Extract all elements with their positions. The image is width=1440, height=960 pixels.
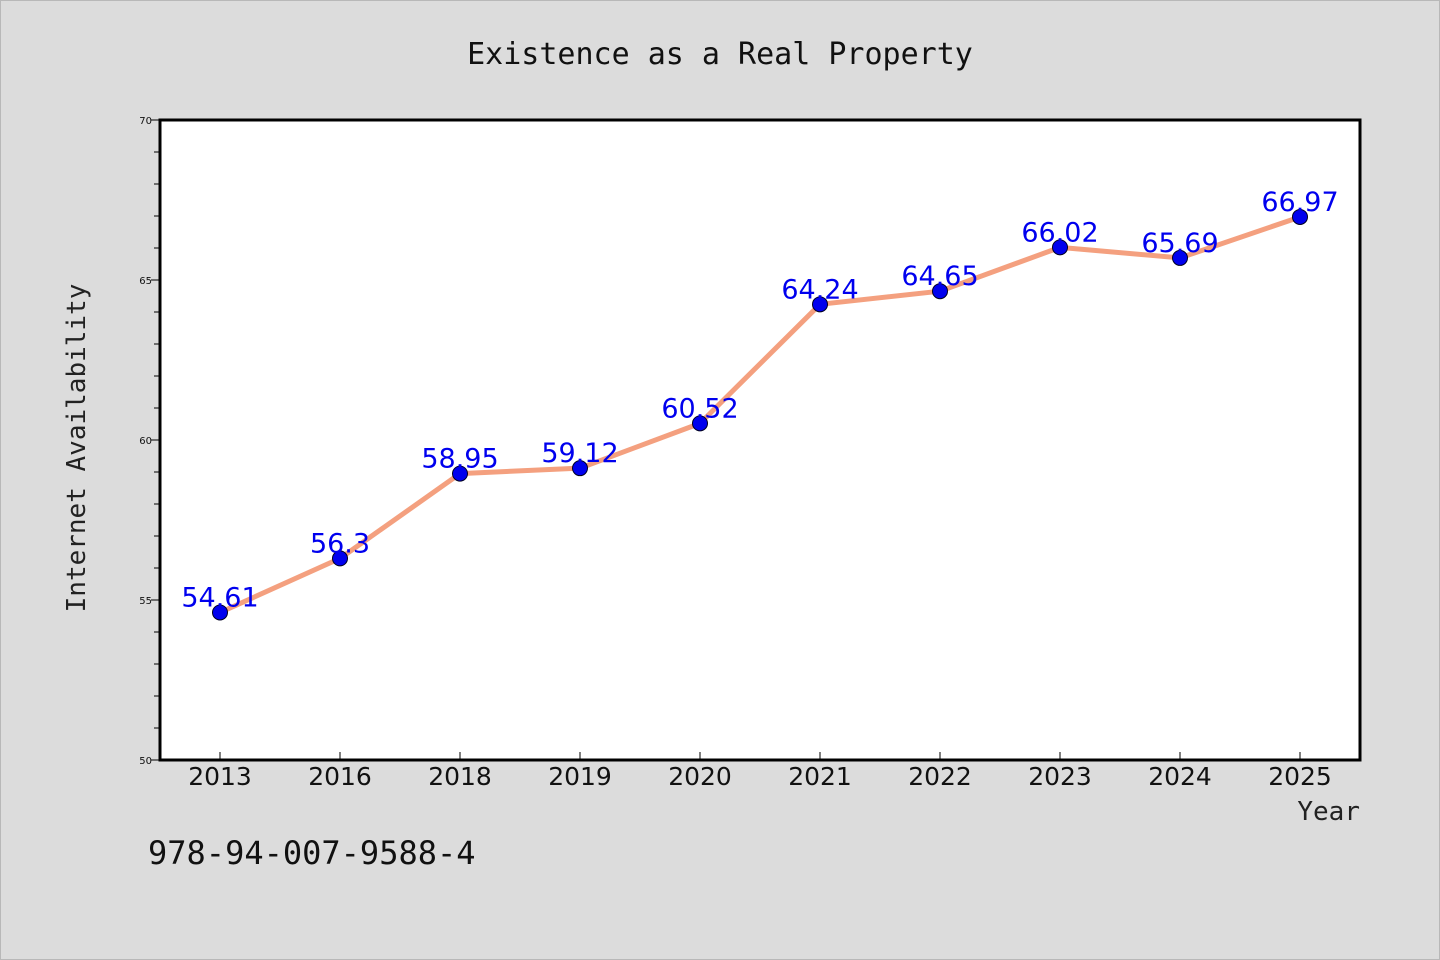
data-label: 59.12 xyxy=(541,438,618,469)
x-tick-label: 2020 xyxy=(668,762,732,791)
data-point xyxy=(692,415,708,432)
chart-title: Existence as a Real Property xyxy=(467,37,973,72)
data-point xyxy=(812,296,828,313)
data-label: 66.97 xyxy=(1261,187,1338,218)
data-point xyxy=(1052,239,1068,256)
series-line xyxy=(218,214,1301,615)
y-tick-label: 70 xyxy=(139,116,152,127)
y-axis-label: Internet Availability xyxy=(62,284,92,613)
x-axis-label: Year xyxy=(1297,797,1360,827)
y-axis-ticks: 50 55 60 65 70 xyxy=(139,116,160,767)
data-label: 54.61 xyxy=(181,582,258,613)
plot-border xyxy=(158,118,1362,762)
data-point xyxy=(332,550,348,567)
x-axis-ticks: 2013 2016 2018 2019 2020 2021 2022 2023 2024 2025 xyxy=(188,752,1332,791)
data-label: 65.69 xyxy=(1141,228,1218,259)
footnote-isbn: 978-94-007-9588-4 xyxy=(148,834,476,872)
x-tick-label: 2019 xyxy=(548,762,612,791)
data-point xyxy=(932,283,948,300)
data-point xyxy=(452,465,468,482)
data-label: 58.95 xyxy=(421,444,498,475)
y-tick-label: 50 xyxy=(139,756,152,767)
data-label: 60.52 xyxy=(661,393,738,424)
data-label: 64.24 xyxy=(781,274,858,305)
x-tick-label: 2022 xyxy=(908,762,972,791)
x-tick-label: 2016 xyxy=(308,762,372,791)
x-tick-label: 2025 xyxy=(1268,762,1332,791)
data-label: 66.02 xyxy=(1021,217,1098,248)
data-label: 56.3 xyxy=(310,528,370,559)
data-markers xyxy=(212,208,1308,621)
y-tick-label: 65 xyxy=(139,276,152,287)
x-tick-label: 2021 xyxy=(788,762,852,791)
y-tick-label: 60 xyxy=(139,436,152,447)
y-tick-label: 55 xyxy=(139,596,152,607)
data-point xyxy=(1172,249,1188,266)
x-tick-label: 2024 xyxy=(1148,762,1212,791)
data-point xyxy=(212,604,228,621)
x-tick-label: 2023 xyxy=(1028,762,1092,791)
data-point xyxy=(1292,208,1308,225)
x-tick-label: 2018 xyxy=(428,762,492,791)
data-point xyxy=(572,460,588,477)
data-label: 64.65 xyxy=(901,261,978,292)
x-tick-label: 2013 xyxy=(188,762,252,791)
data-labels: 54.61 56.3 58.95 59.12 60.52 64.24 64.65 66.02 6… xyxy=(181,187,1338,614)
plot-area xyxy=(160,120,1360,760)
